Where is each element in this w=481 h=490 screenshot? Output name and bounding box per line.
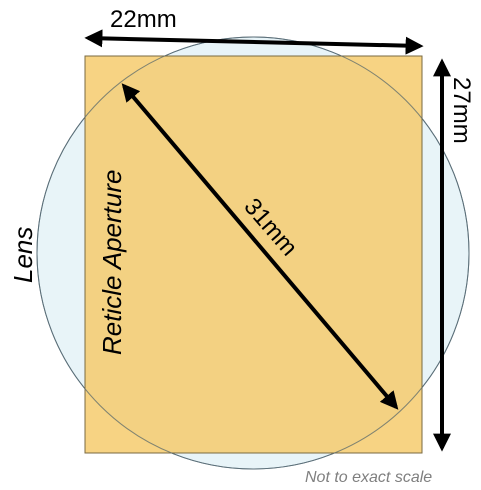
aperture-label: Reticle Aperture [97, 170, 127, 355]
reticle-aperture-rect [84, 55, 423, 454]
width-dimension-arrow [84, 29, 424, 55]
height-label: 27mm [448, 77, 475, 144]
diagonal-dimension-arrow [121, 83, 399, 410]
scale-note: Not to exact scale [305, 469, 432, 486]
width-label: 22mm [110, 6, 177, 33]
lens-label: Lens [8, 227, 38, 283]
